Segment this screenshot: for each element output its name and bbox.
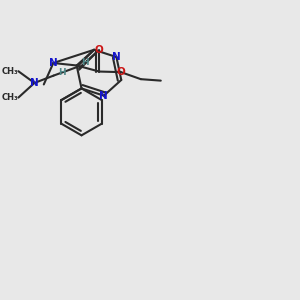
- Text: H: H: [81, 58, 88, 67]
- Text: N: N: [112, 52, 121, 62]
- Text: CH₃: CH₃: [2, 93, 18, 102]
- Text: N: N: [100, 91, 108, 101]
- Text: O: O: [116, 67, 125, 77]
- Text: O: O: [95, 45, 104, 56]
- Text: CH₃: CH₃: [2, 67, 18, 76]
- Text: H: H: [58, 68, 65, 76]
- Text: N: N: [30, 78, 39, 88]
- Text: N: N: [49, 58, 58, 68]
